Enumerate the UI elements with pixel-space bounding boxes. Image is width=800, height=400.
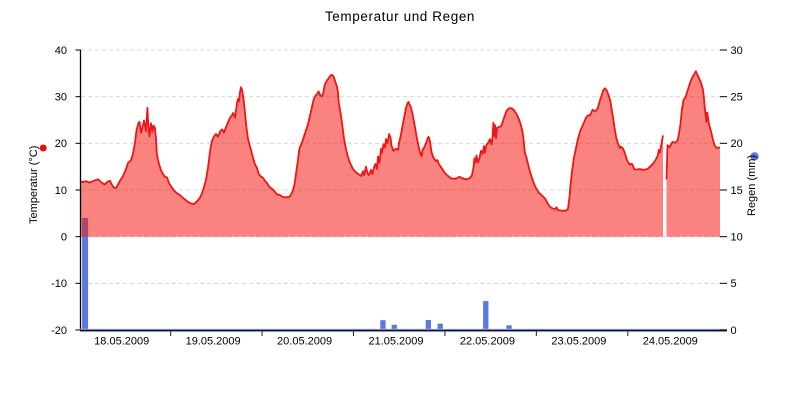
svg-text:Temperatur (°C): Temperatur (°C) — [28, 146, 40, 224]
svg-text:0: 0 — [731, 325, 737, 337]
svg-text:Regen (mm): Regen (mm) — [746, 155, 758, 216]
svg-text:30: 30 — [731, 45, 743, 57]
svg-text:22.05.2009: 22.05.2009 — [460, 336, 515, 348]
svg-text:20: 20 — [731, 138, 743, 150]
svg-text:10: 10 — [731, 231, 743, 243]
svg-text:10: 10 — [55, 185, 67, 197]
svg-text:Temperatur und Regen: Temperatur und Regen — [325, 9, 475, 24]
svg-text:20: 20 — [55, 138, 67, 150]
svg-text:24.05.2009: 24.05.2009 — [643, 336, 698, 348]
svg-text:40: 40 — [55, 45, 67, 57]
svg-text:-20: -20 — [51, 325, 67, 337]
svg-text:0: 0 — [61, 231, 67, 243]
svg-text:25: 25 — [731, 91, 743, 103]
svg-text:18.05.2009: 18.05.2009 — [94, 336, 149, 348]
svg-text:19.05.2009: 19.05.2009 — [186, 336, 241, 348]
svg-text:21.05.2009: 21.05.2009 — [368, 336, 423, 348]
svg-text:-10: -10 — [51, 278, 67, 290]
svg-text:30: 30 — [55, 91, 67, 103]
svg-text:15: 15 — [731, 185, 743, 197]
svg-text:23.05.2009: 23.05.2009 — [551, 336, 606, 348]
svg-text:5: 5 — [731, 278, 737, 290]
svg-text:20.05.2009: 20.05.2009 — [277, 336, 332, 348]
